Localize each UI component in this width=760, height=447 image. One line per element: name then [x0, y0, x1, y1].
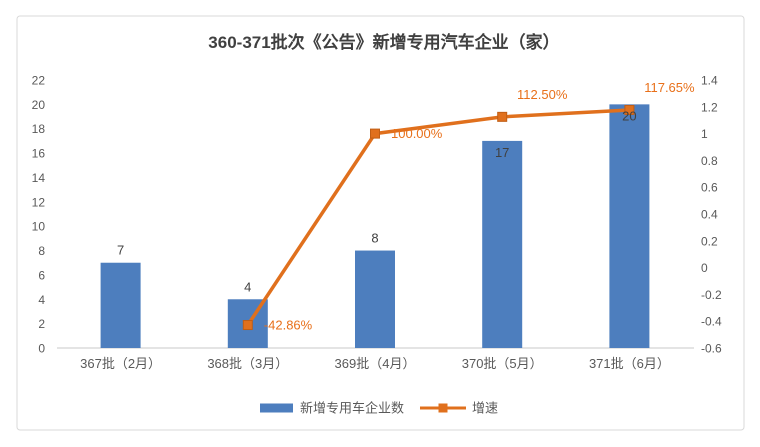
bar-value-label: 4 [244, 279, 251, 294]
legend: 新增专用车企业数 增速 [260, 401, 498, 416]
line-marker-icon [370, 128, 380, 139]
y-axis-left-tick: 22 [32, 74, 46, 88]
y-axis-left-tick: 8 [38, 244, 45, 258]
bar-value-label: 20 [622, 108, 636, 123]
legend-line-label: 增速 [472, 401, 498, 416]
chart-panel [16, 15, 745, 431]
y-axis-right-tick: 0.4 [701, 208, 718, 222]
y-axis-right-tick: 0 [701, 261, 708, 275]
y-axis-right-tick: -0.2 [701, 288, 722, 302]
y-axis-left-tick: 10 [32, 220, 46, 234]
line-marker-icon [242, 320, 253, 331]
line-value-label: 112.50% [517, 87, 568, 102]
x-axis-label: 369批（4月） [335, 356, 416, 371]
y-axis-left-tick: 4 [38, 293, 45, 307]
legend-bar-label: 新增专用车企业数 [300, 401, 404, 416]
y-axis-left-tick: 2 [38, 317, 45, 331]
y-axis-right-tick: 0.8 [701, 154, 718, 168]
bar [609, 104, 650, 348]
line-value-label: 100.00% [391, 126, 443, 141]
bar-value-label: 17 [495, 145, 509, 160]
y-axis-left-tick: 0 [38, 342, 45, 356]
y-axis-left-tick: 14 [32, 171, 46, 185]
line-value-label: 117.65% [644, 80, 695, 95]
bar-value-label: 7 [117, 243, 124, 258]
bar-value-label: 8 [371, 231, 378, 246]
x-axis-label: 368批（3月） [207, 356, 288, 371]
y-axis-left-tick: 18 [32, 122, 46, 136]
line-value-label: -42.86% [264, 318, 313, 333]
y-axis-right-tick: 1.2 [701, 100, 718, 114]
bar [482, 140, 523, 348]
y-axis-left-tick: 20 [32, 98, 46, 112]
chart-title: 360-371批次《公告》新增专用汽车企业（家） [208, 32, 559, 52]
line-marker-icon [497, 111, 508, 122]
growth-line [246, 108, 630, 327]
y-axis-left-tick: 12 [32, 195, 46, 209]
legend-line-marker-icon [438, 403, 448, 413]
y-axis-left-tick: 6 [38, 268, 45, 282]
line-marker-icon [624, 104, 635, 115]
y-axis-right-tick: 1.4 [701, 74, 718, 88]
y-axis-left-tick: 16 [32, 147, 46, 161]
bar [355, 250, 395, 348]
y-axis-right-tick: -0.4 [701, 315, 722, 329]
y-axis-right-tick: 1 [701, 127, 708, 141]
bar-series [100, 104, 650, 348]
legend-bar-swatch [260, 403, 293, 413]
y-axis-right-tick: 0.6 [701, 181, 718, 195]
bar [100, 262, 141, 348]
y-axis-right-tick: 0.2 [701, 234, 718, 248]
x-axis-label: 371批（6月） [589, 356, 670, 371]
y-axis-right-tick: -0.6 [701, 342, 722, 356]
x-axis-label: 367批（2月） [80, 356, 161, 371]
data-labels: 7 4 8 17 20 -42.86% 100.00% 112.50% 117.65% [117, 80, 695, 333]
line-series [242, 104, 635, 331]
axis-layer: 22201816141210864201.41.210.80.60.40.20-… [32, 74, 722, 372]
x-axis-label: 370批（5月） [462, 356, 543, 371]
